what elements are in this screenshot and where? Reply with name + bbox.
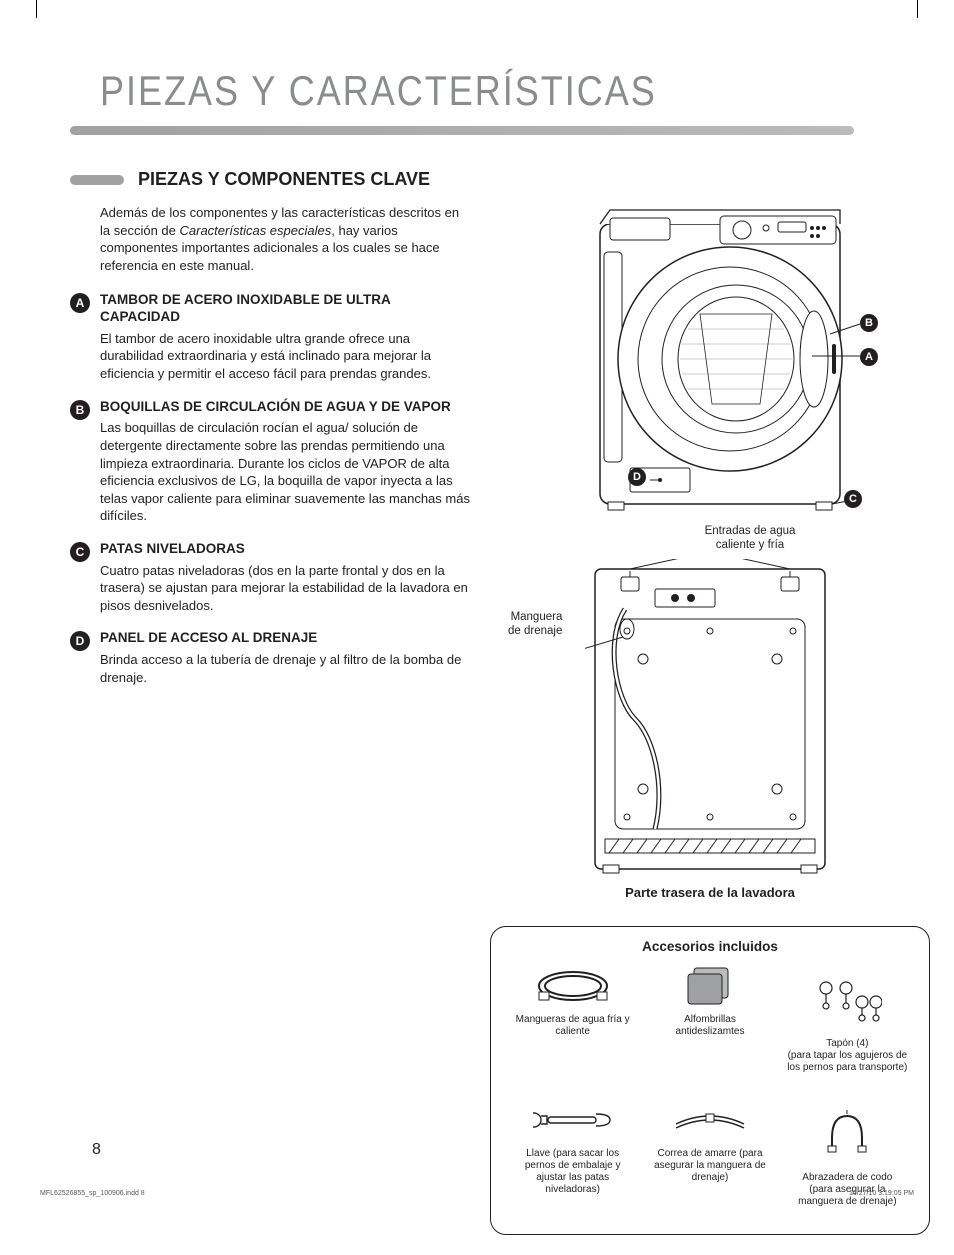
item-a: A TAMBOR DE ACERO INOXIDABLE DE ULTRA CA… [100, 292, 470, 382]
rear-top-caption: Entradas de agua caliente y fría [610, 524, 890, 553]
washer-back-svg [585, 559, 835, 879]
acc-mats-label: Alfombrillas antideslizamtes [648, 1014, 771, 1038]
accessories-box: Accesorios incluidos Mangueras de [490, 926, 930, 1235]
page-number: 8 [92, 1141, 101, 1159]
section-bullet-icon [70, 175, 124, 185]
section-heading: PIEZAS Y COMPONENTES CLAVE [138, 169, 430, 190]
title-divider [70, 126, 854, 135]
imprint-right: 10/27/10 3:19:05 PM [849, 1190, 914, 1197]
figure-washer-back-wrap: Entradas de agua caliente y fría Manguer… [530, 524, 890, 900]
item-d: D PANEL DE ACCESO AL DRENAJE Brinda acce… [100, 630, 470, 686]
accessories-title: Accesorios incluidos [511, 939, 909, 954]
acc-elbow: Abrazadera de codo (para asegurar la man… [786, 1096, 909, 1220]
item-c-title: PATAS NIVELADORAS [100, 541, 470, 558]
callout-d-icon: D [628, 468, 646, 486]
acc-hoses-label: Mangueras de agua fría y caliente [511, 1014, 634, 1038]
intro-em: Características especiales [180, 223, 332, 238]
wrench-icon [511, 1096, 634, 1144]
item-b: B BOQUILLAS DE CIRCULACIÓN DE AGUA Y DE … [100, 399, 470, 525]
item-d-title: PANEL DE ACCESO AL DRENAJE [100, 630, 470, 647]
elbow-icon [786, 1108, 909, 1156]
item-a-body: El tambor de acero inoxidable ultra gran… [100, 330, 470, 383]
item-c-body: Cuatro patas niveladoras (dos en la part… [100, 562, 470, 615]
drain-hose-label: Manguera de drenaje [508, 610, 562, 639]
badge-a-icon: A [70, 293, 90, 313]
callout-b-icon: B [860, 314, 878, 332]
mats-icon [648, 962, 771, 1010]
imprint-bar: MFL62526855_sp_100906.indd 8 10/27/10 3:… [40, 1190, 914, 1197]
item-c: C PATAS NIVELADORAS Cuatro patas nivelad… [100, 541, 470, 615]
figure-washer-front: B A C D [550, 204, 870, 514]
imprint-left: MFL62526855_sp_100906.indd 8 [40, 1190, 145, 1197]
badge-b-icon: B [70, 400, 90, 420]
acc-plugs-label: Tapón (4) (para tapar los agujeros de lo… [786, 1038, 909, 1074]
acc-wrench: Llave (para sacar los pernos de embalaje… [511, 1096, 634, 1220]
plugs-icon [786, 974, 909, 1022]
left-column: Además de los componentes y las caracter… [100, 204, 470, 1235]
page: PIEZAS Y CARACTERÍSTICAS PIEZAS Y COMPON… [40, 30, 914, 1255]
hoses-icon [511, 962, 634, 1010]
acc-wrench-label: Llave (para sacar los pernos de embalaje… [511, 1148, 634, 1196]
strap-icon [648, 1096, 771, 1144]
washer-front-svg [550, 204, 870, 514]
callout-c-icon: C [844, 490, 862, 508]
rear-bottom-caption: Parte trasera de la lavadora [530, 885, 890, 900]
section-heading-row: PIEZAS Y COMPONENTES CLAVE [70, 169, 854, 190]
badge-d-icon: D [70, 631, 90, 651]
item-a-title: TAMBOR DE ACERO INOXIDABLE DE ULTRA CAPA… [100, 292, 470, 326]
item-b-body: Las boquillas de circulación rocían el a… [100, 419, 470, 524]
intro-paragraph: Además de los componentes y las caracter… [100, 204, 470, 274]
acc-hoses: Mangueras de agua fría y caliente [511, 962, 634, 1086]
acc-strap-label: Correa de amarre (para asegurar la mangu… [648, 1148, 771, 1184]
item-d-body: Brinda acceso a la tubería de drenaje y … [100, 651, 470, 686]
acc-plugs: Tapón (4) (para tapar los agujeros de lo… [786, 962, 909, 1086]
main-title: PIEZAS Y CARACTERÍSTICAS [100, 67, 854, 115]
acc-mats: Alfombrillas antideslizamtes [648, 962, 771, 1086]
acc-strap: Correa de amarre (para asegurar la mangu… [648, 1096, 771, 1220]
item-b-title: BOQUILLAS DE CIRCULACIÓN DE AGUA Y DE VA… [100, 399, 470, 416]
right-column: B A C D Entradas de agua caliente y fría… [490, 204, 930, 1235]
badge-c-icon: C [70, 542, 90, 562]
callout-a-icon: A [860, 348, 878, 366]
